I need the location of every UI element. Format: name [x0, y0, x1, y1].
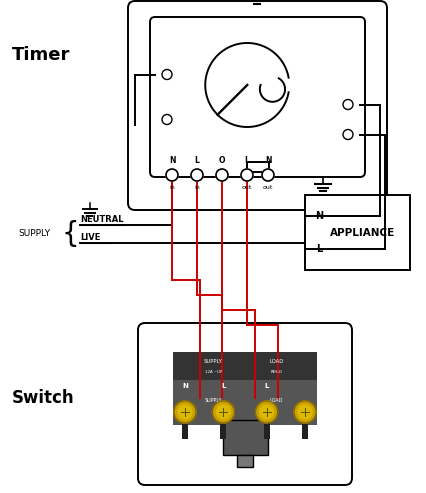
Text: NEUTRAL: NEUTRAL: [80, 215, 124, 224]
Circle shape: [298, 405, 312, 419]
Bar: [247, 162, 268, 172]
Text: LIVE: LIVE: [80, 233, 101, 242]
Text: L: L: [265, 383, 269, 389]
Circle shape: [216, 405, 230, 419]
Text: APPLIANCE: APPLIANCE: [330, 227, 395, 238]
Circle shape: [241, 169, 253, 181]
Text: SUPPLY: SUPPLY: [204, 359, 223, 364]
FancyBboxPatch shape: [150, 17, 365, 177]
Circle shape: [191, 169, 203, 181]
Text: LOAD: LOAD: [270, 397, 283, 402]
Text: LOAD: LOAD: [270, 359, 284, 364]
Text: SUPPLY: SUPPLY: [18, 230, 50, 239]
Text: out: out: [263, 185, 273, 190]
Text: N: N: [265, 156, 271, 165]
Text: L: L: [316, 244, 322, 254]
Circle shape: [162, 70, 172, 79]
Text: {: {: [61, 220, 79, 248]
Circle shape: [256, 401, 278, 423]
Circle shape: [294, 401, 316, 423]
Circle shape: [213, 401, 234, 423]
Text: L: L: [195, 156, 199, 165]
Bar: [182, 424, 188, 439]
Bar: [222, 420, 268, 455]
Text: L: L: [221, 383, 226, 389]
Text: 12A ~UP: 12A ~UP: [204, 370, 222, 374]
FancyBboxPatch shape: [138, 323, 352, 485]
Text: N: N: [182, 383, 188, 389]
Text: out: out: [242, 185, 252, 190]
Text: N: N: [315, 211, 323, 221]
Text: Timer: Timer: [12, 46, 70, 64]
Circle shape: [262, 169, 274, 181]
Circle shape: [343, 130, 353, 140]
Bar: [220, 424, 226, 439]
Circle shape: [259, 405, 273, 419]
Bar: [173, 352, 317, 380]
Bar: [305, 195, 410, 270]
Bar: [237, 455, 253, 467]
Circle shape: [162, 114, 172, 125]
Circle shape: [343, 100, 353, 109]
Circle shape: [178, 405, 192, 419]
Bar: [302, 424, 308, 439]
Circle shape: [174, 401, 196, 423]
Text: RES-D: RES-D: [271, 370, 283, 374]
Circle shape: [216, 169, 228, 181]
Text: N: N: [169, 156, 175, 165]
Text: L: L: [245, 156, 250, 165]
Bar: [173, 352, 317, 425]
Circle shape: [166, 169, 178, 181]
Bar: [264, 424, 270, 439]
Text: O: O: [219, 156, 225, 165]
Text: in: in: [169, 185, 175, 190]
Text: Switch: Switch: [12, 389, 75, 407]
Text: in: in: [194, 185, 200, 190]
Text: SUPPLY: SUPPLY: [204, 397, 222, 402]
FancyBboxPatch shape: [128, 1, 387, 210]
